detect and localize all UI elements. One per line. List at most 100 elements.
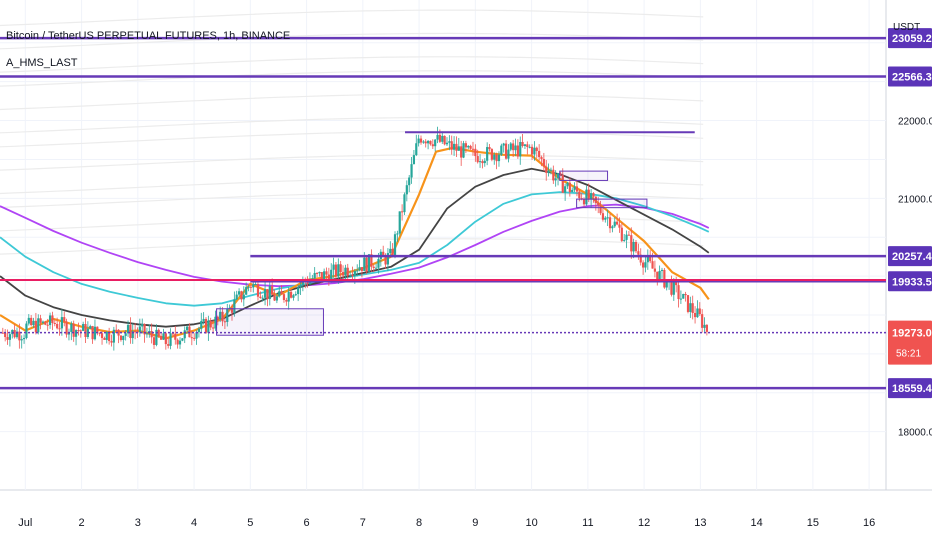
candle-body (353, 270, 356, 276)
band-line (0, 154, 704, 171)
candle-body (552, 169, 555, 181)
candle-body (1, 332, 4, 334)
candle-body (500, 145, 503, 155)
candle-body (561, 175, 564, 193)
candle-body (74, 330, 78, 337)
candle-body (542, 158, 545, 167)
candle-body (627, 234, 631, 236)
candle-body (431, 144, 434, 147)
candle-body (72, 323, 75, 337)
candle-body (202, 318, 205, 321)
candle-body (682, 293, 685, 299)
candle-body (630, 235, 633, 252)
candle-body (254, 284, 257, 286)
candle-body (613, 221, 616, 227)
candle-body (278, 291, 281, 297)
candle-body (679, 298, 682, 300)
level-badge-label: 22566.3 (892, 72, 932, 84)
candle-body (233, 299, 236, 313)
candle-body (363, 257, 366, 271)
candle-body (223, 321, 227, 323)
candle-body (585, 189, 588, 205)
candle-body (493, 154, 496, 160)
candle-body (360, 267, 364, 271)
candle-body (382, 251, 385, 256)
x-tick-label: 13 (694, 517, 706, 529)
candle-body (455, 143, 458, 151)
candle-body (79, 330, 82, 332)
candle-body (698, 308, 701, 315)
candle-body (134, 331, 137, 333)
candle-body (289, 291, 293, 298)
indicator-label[interactable]: A_HMS_LAST (6, 57, 78, 69)
candle-body (252, 284, 255, 288)
candle-body (573, 186, 576, 190)
candle-body (13, 329, 16, 338)
x-tick-label: 10 (525, 517, 537, 529)
x-tick-label: 6 (304, 517, 310, 529)
level-badge (888, 66, 932, 87)
candle-body (538, 150, 541, 158)
candle-body (401, 211, 404, 213)
candle-body (197, 328, 201, 333)
candle-body (167, 344, 170, 346)
candle-body (663, 269, 666, 288)
candle-body (604, 217, 607, 220)
candle-body (280, 291, 283, 295)
candle-body (488, 147, 491, 150)
candle-body (297, 287, 300, 295)
candle-body (675, 281, 678, 286)
candle-body (490, 149, 493, 160)
candle-body (183, 330, 186, 339)
candle-body (155, 329, 158, 345)
level-badge-label: 18559.4 (892, 383, 932, 395)
candle-body (705, 324, 708, 332)
candle-body (689, 303, 692, 312)
candle-body (188, 326, 191, 338)
candle-body (448, 141, 451, 143)
candle-body (152, 337, 156, 345)
level-badge-label: 23059.2 (892, 33, 932, 45)
candle-body (632, 242, 635, 252)
level-badge (888, 246, 932, 267)
candle-body (112, 329, 115, 343)
candle-body (214, 316, 217, 329)
candle-body (405, 185, 408, 195)
candle-body (100, 333, 104, 339)
candle-body (287, 291, 290, 302)
candle-body (528, 146, 531, 148)
x-tick-label: 15 (807, 517, 819, 529)
candle-body (96, 326, 99, 333)
candle-body (623, 239, 626, 241)
x-tick-label: 8 (416, 517, 422, 529)
candle-body (703, 324, 706, 328)
range-box (216, 308, 324, 336)
level-badge-label: 19933.5 (892, 276, 932, 288)
candle-body (122, 335, 125, 341)
candle-body (294, 294, 297, 296)
candle-body (34, 320, 37, 333)
candle-body (247, 286, 250, 288)
price-badge (888, 320, 932, 365)
candle-body (60, 317, 63, 329)
candle-body (618, 224, 621, 228)
candle-body (169, 333, 172, 346)
candle-body (656, 271, 659, 281)
candle-body (150, 331, 153, 338)
candle-body (341, 272, 345, 276)
candle-body (157, 329, 160, 337)
candle-body (108, 331, 111, 342)
candle-body (46, 324, 49, 326)
y-tick-label: 18000.0 (898, 428, 932, 439)
candle-body (110, 341, 113, 343)
candle-body (419, 138, 423, 143)
candle-body (320, 272, 323, 280)
candle-body (464, 143, 467, 148)
candle-body (282, 294, 286, 300)
candle-body (521, 141, 524, 146)
candle-body (393, 234, 397, 255)
candle-body (408, 177, 411, 186)
band-line (0, 70, 704, 87)
